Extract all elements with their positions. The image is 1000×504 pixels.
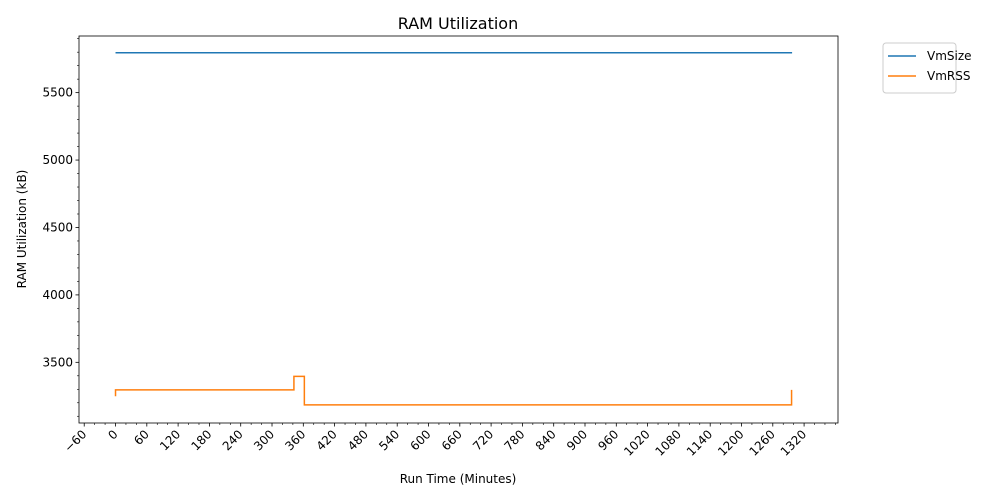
chart-title: RAM Utilization bbox=[398, 14, 518, 33]
x-tick-label: 840 bbox=[533, 427, 559, 453]
series-line-vmrss bbox=[114, 375, 793, 406]
plot-frame bbox=[78, 35, 839, 424]
x-tick-label: 180 bbox=[188, 427, 214, 453]
y-tick-label: 5000 bbox=[42, 153, 73, 167]
y-tick-label: 3500 bbox=[42, 355, 73, 369]
x-tick-label: 1320 bbox=[778, 427, 809, 458]
x-tick-label: 1140 bbox=[684, 427, 715, 458]
x-tick-label: 1260 bbox=[746, 427, 777, 458]
x-tick-label: 900 bbox=[564, 427, 590, 453]
x-tick-label: 120 bbox=[157, 427, 183, 453]
x-tick-label: 1200 bbox=[715, 427, 746, 458]
x-tick-label: 300 bbox=[251, 427, 277, 453]
x-tick-label: 420 bbox=[314, 427, 340, 453]
x-axis: −60 0 60 120 180 240 300 360 420 480 540 600 660 720 7… bbox=[62, 423, 836, 459]
y-tick-label: 5500 bbox=[42, 86, 73, 100]
x-tick-label: 720 bbox=[470, 427, 496, 453]
x-tick-label: 600 bbox=[408, 427, 434, 453]
x-tick-label: 360 bbox=[282, 427, 308, 453]
x-tick-label: 660 bbox=[439, 427, 465, 453]
series-group bbox=[114, 51, 793, 406]
x-tick-label: 240 bbox=[220, 427, 246, 453]
x-tick-label: 1080 bbox=[653, 427, 684, 458]
x-tick-label: 1020 bbox=[621, 427, 652, 458]
y-tick-label: 4000 bbox=[42, 288, 73, 302]
plot-area bbox=[78, 35, 839, 424]
legend-label-vmsize: VmSize bbox=[927, 49, 972, 63]
x-tick-label: 480 bbox=[345, 427, 371, 453]
x-tick-label: −60 bbox=[62, 427, 90, 455]
x-tick-label: 960 bbox=[595, 427, 621, 453]
legend-label-vmrss: VmRSS bbox=[927, 69, 970, 83]
x-tick-label: 60 bbox=[131, 427, 152, 448]
y-axis-label: RAM Utilization (kB) bbox=[15, 170, 29, 289]
x-tick-label: 0 bbox=[105, 427, 120, 442]
legend: VmSize VmRSS bbox=[882, 42, 972, 94]
x-tick-label: 780 bbox=[501, 427, 527, 453]
x-axis-label: Run Time (Minutes) bbox=[400, 472, 517, 486]
y-axis: 3500 4000 4500 5000 5500 bbox=[42, 38, 79, 417]
x-tick-label: 540 bbox=[376, 427, 402, 453]
y-tick-label: 4500 bbox=[42, 220, 73, 234]
